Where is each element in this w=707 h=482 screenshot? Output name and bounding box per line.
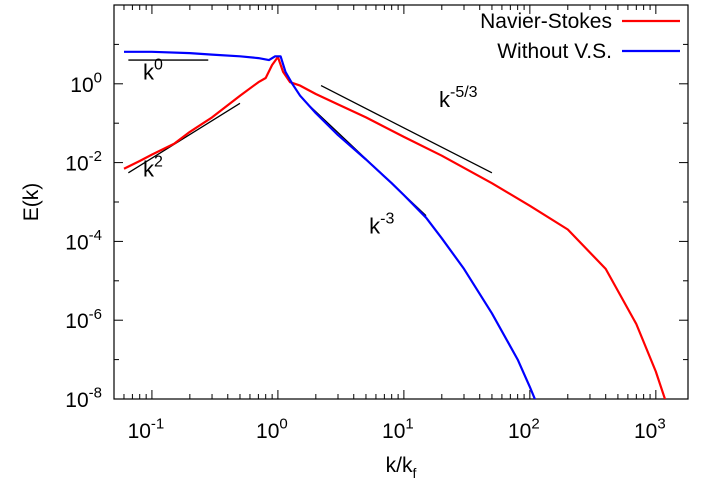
plot-area-frame: [113, 4, 689, 400]
series-lines: [123, 50, 667, 399]
reference-labels: k0 k2 k-3 k-5/3: [143, 56, 478, 238]
y-tick-label: 10-6: [65, 306, 102, 333]
x-tick-label: 100: [256, 416, 288, 443]
x-axis-label: k/kf: [386, 454, 417, 481]
reference-label-k-5/3: k-5/3: [439, 84, 478, 112]
y-axis-label: E(k): [20, 183, 43, 222]
x-tick-label: 102: [508, 416, 540, 443]
y-tick-label: 100: [70, 69, 102, 96]
reference-label-k-3: k-3: [369, 210, 394, 238]
y-tick-label: 10-4: [65, 227, 102, 254]
legend-label: Without V.S.: [497, 40, 612, 63]
reference-line-k2: [128, 102, 241, 174]
x-tick-label: 101: [382, 416, 414, 443]
reference-label-k0: k0: [143, 56, 163, 84]
ticks-layer: 10-1 100 101 102 103 10-8 10-6 10-4 10-2 100: [65, 5, 688, 443]
y-tick-label: 10-2: [65, 148, 102, 175]
legend-label: Navier-Stokes: [480, 10, 612, 33]
legend: Navier-Stokes Without V.S.: [480, 10, 680, 63]
x-tick-label: 10-1: [128, 416, 165, 443]
series-line-0: [123, 55, 667, 399]
y-tick-label: 10-8: [65, 385, 102, 412]
series-line-1: [124, 50, 537, 399]
x-tick-label: 103: [634, 416, 666, 443]
reference-line-k-5/3: [320, 85, 493, 174]
reference-label-k2: k2: [143, 153, 163, 181]
